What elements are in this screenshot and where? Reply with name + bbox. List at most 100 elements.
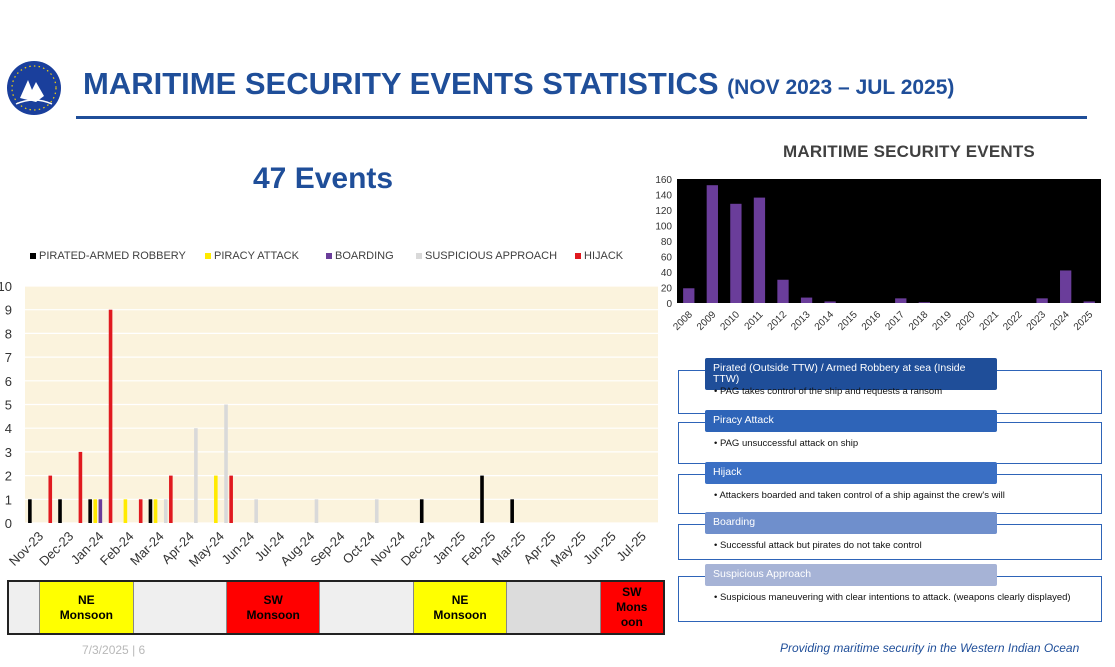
- bar-hijack-dec-23: [78, 451, 83, 523]
- legend-item: PIRATED-ARMED ROBBERY: [30, 250, 186, 262]
- legend-item: HIJACK: [575, 250, 623, 262]
- bar-pirated-armed-robbery-nov-23: [28, 499, 32, 523]
- annual-y-tick-label: 140: [655, 191, 672, 202]
- annual-y-tick-label: 100: [655, 222, 672, 233]
- bar-pirated-armed-robbery-mar-25: [510, 499, 514, 523]
- bar-suspicious-approach-mar-24: [163, 499, 168, 523]
- footer-page: 6: [138, 643, 146, 657]
- monsoon-segment: [9, 582, 41, 633]
- legend-label: PIRACY ATTACK: [214, 250, 299, 262]
- annual-bar-2010: [730, 203, 742, 303]
- definition-text: • PAG unsuccessful attack on ship: [714, 438, 859, 449]
- annual-bar-2025: [1083, 301, 1095, 303]
- legend-label: PIRATED-ARMED ROBBERY: [39, 250, 186, 262]
- bar-pirated-armed-robbery-jan-24: [88, 499, 92, 523]
- y-tick-label: 4: [5, 421, 12, 436]
- title-main: MARITIME SECURITY EVENTS STATISTICS: [83, 66, 719, 101]
- bar-pirated-armed-robbery-dec-24: [419, 499, 424, 523]
- definition-text: • Suspicious maneuvering with clear inte…: [714, 592, 1071, 603]
- annual-bar-2011: [753, 197, 766, 303]
- annual-x-tick-label: 2021: [978, 309, 1002, 333]
- definition-header: Hijack: [705, 462, 997, 484]
- monsoon-segment: NE Monsoon: [40, 582, 134, 633]
- x-tick-label: Mar-24: [127, 529, 167, 569]
- annual-y-tick-label: 20: [661, 284, 673, 295]
- annual-y-tick-label: 160: [655, 175, 672, 186]
- bar-hijack-jan-24: [108, 309, 113, 523]
- annual-x-tick-label: 2017: [883, 309, 907, 333]
- y-tick-label: 6: [5, 374, 12, 389]
- annual-x-tick-label: 2016: [860, 309, 884, 333]
- monsoon-label: Mons: [616, 600, 648, 614]
- annual-bar-2018: [918, 302, 930, 303]
- y-tick-label: 2: [5, 469, 12, 484]
- annual-x-tick-label: 2022: [1001, 309, 1025, 333]
- bar-suspicious-approach-may-24: [224, 404, 228, 523]
- y-tick-label: 10: [0, 279, 12, 294]
- bar-piracy-attack-may-24: [214, 475, 218, 523]
- footer-date-text: 7/3/2025: [82, 643, 129, 657]
- annual-plot-area: [677, 179, 1101, 303]
- definition-text: • Successful attack but pirates do not t…: [714, 540, 922, 551]
- bar-pirated-armed-robbery-mar-24: [148, 499, 153, 523]
- y-tick-label: 3: [5, 445, 12, 460]
- legend-swatch: [326, 253, 332, 260]
- annual-bar-2012: [777, 279, 789, 303]
- legend-label: HIJACK: [584, 250, 624, 262]
- annual-bar-2008: [683, 288, 695, 303]
- definition-header: Pirated (Outside TTW) / Armed Robbery at…: [705, 358, 997, 390]
- monsoon-segment: [507, 582, 601, 633]
- legend-item: BOARDING: [326, 250, 394, 262]
- title-rule: [76, 116, 1087, 119]
- legend-swatch: [575, 253, 581, 260]
- monsoon-label: Monsoon: [433, 607, 487, 622]
- bar-suspicious-approach-jun-24: [254, 499, 258, 523]
- annual-x-tick-label: 2013: [789, 309, 813, 333]
- monsoon-segment: [320, 582, 414, 633]
- bar-hijack-mar-24: [169, 475, 173, 523]
- monsoon-timeline: NE Monsoon SW Monsoon NE Monsoon SW Mons oon: [7, 580, 665, 635]
- bar-boarding-jan-24: [98, 499, 103, 523]
- monsoon-label: Monsoon: [246, 607, 300, 622]
- definition-text: • PAG takes control of the ship and requ…: [714, 386, 943, 397]
- monsoon-label: NE: [451, 592, 469, 607]
- legend-swatch: [30, 253, 36, 260]
- footer-separator: |: [132, 643, 139, 657]
- annual-x-tick-label: 2024: [1048, 309, 1072, 333]
- annual-bar-2014: [824, 301, 836, 303]
- monsoon-label: SW: [263, 592, 283, 607]
- page-title: MARITIME SECURITY EVENTS STATISTICS (NOV…: [83, 66, 954, 102]
- bar-piracy-attack-feb-24: [123, 499, 128, 523]
- annual-x-tick-label: 2010: [718, 309, 742, 333]
- bar-suspicious-approach-aug-24: [314, 499, 319, 523]
- monsoon-label: SW: [622, 585, 642, 599]
- bar-hijack-nov-23: [48, 475, 53, 523]
- bar-hijack-feb-24: [138, 499, 143, 523]
- x-tick-label: Sep-24: [307, 529, 347, 569]
- y-tick-label: 1: [5, 492, 12, 507]
- y-tick-label: 9: [5, 303, 12, 318]
- annual-bar-2009: [706, 185, 718, 303]
- annual-x-tick-label: 2025: [1072, 309, 1096, 333]
- bar-piracy-attack-mar-24: [153, 499, 158, 523]
- annual-y-tick-label: 60: [661, 253, 673, 264]
- annual-y-tick-label: 0: [666, 299, 672, 310]
- footer-note: Providing maritime security in the Weste…: [780, 641, 1080, 655]
- legend-swatch: [416, 253, 422, 260]
- x-tick-label: Dec-24: [398, 529, 438, 569]
- monsoon-label: Monsoon: [59, 607, 114, 622]
- definition-header: Suspicious Approach: [705, 564, 997, 586]
- annual-bar-2024: [1060, 270, 1072, 303]
- monsoon-segment: NE Monsoon: [413, 582, 508, 633]
- bar-pirated-armed-robbery-feb-25: [480, 475, 484, 523]
- monthly-events-chart: 012345678910Nov-23Dec-23Jan-24Feb-24Mar-…: [0, 279, 658, 570]
- annual-x-tick-label: 2020: [954, 309, 978, 333]
- y-tick-label: 8: [5, 326, 12, 341]
- definition-header: Piracy Attack: [705, 410, 997, 432]
- annual-chart-title: MARITIME SECURITY EVENTS: [783, 142, 1035, 161]
- x-tick-label: Dec-23: [36, 529, 76, 569]
- bar-suspicious-approach-apr-24: [194, 428, 198, 523]
- annual-x-tick-label: 2012: [766, 309, 790, 333]
